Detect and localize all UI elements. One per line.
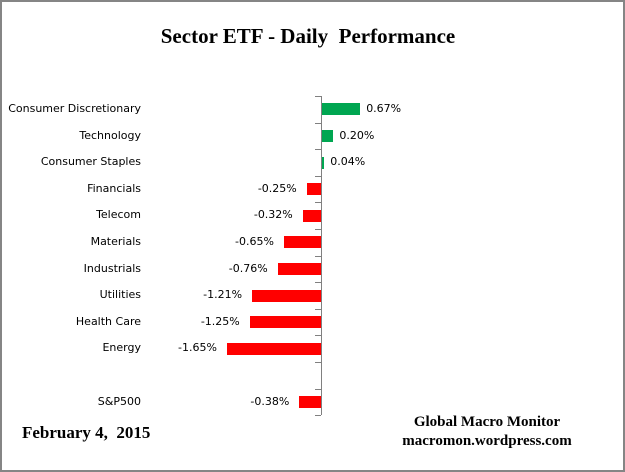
bar — [302, 209, 321, 222]
category-label: Materials — [90, 235, 141, 248]
bar — [249, 316, 321, 329]
value-label: -0.25% — [257, 181, 297, 195]
bar — [283, 236, 321, 249]
credit-line-2: macromon.wordpress.com — [402, 433, 572, 449]
bar — [277, 262, 321, 275]
credit-block: Global Macro Monitor macromon.wordpress.… — [402, 413, 571, 451]
bar — [252, 289, 321, 302]
tick-mark — [315, 282, 321, 284]
value-label: 0.67% — [366, 102, 402, 115]
bar — [299, 395, 321, 408]
bar — [322, 156, 325, 169]
category-label: Energy — [102, 341, 141, 355]
category-label: Health Care — [75, 314, 141, 328]
value-label: -0.38% — [250, 394, 290, 408]
value-label: -0.32% — [253, 208, 293, 222]
tick-mark — [315, 335, 321, 337]
bar — [226, 342, 321, 355]
tick-mark — [315, 255, 321, 257]
tick-mark — [315, 96, 321, 97]
value-label: -0.76% — [228, 261, 268, 275]
bar — [322, 129, 334, 142]
tick-mark — [315, 415, 321, 417]
category-label: Consumer Discretionary — [8, 102, 141, 115]
tick-mark — [315, 149, 321, 151]
category-label: Financials — [87, 181, 141, 195]
value-label: 0.04% — [330, 155, 366, 169]
category-label: Utilities — [99, 288, 141, 302]
chart-title: Sector ETF - Daily Performance — [160, 24, 456, 48]
category-label: S&P500 — [97, 394, 141, 408]
tick-mark — [315, 229, 321, 230]
credit-line-1: Global Macro Monitor — [413, 414, 561, 430]
tick-mark — [315, 362, 321, 363]
category-label: Technology — [79, 128, 141, 142]
tick-mark — [315, 388, 321, 390]
value-label: -0.65% — [235, 235, 274, 248]
value-label: -1.21% — [203, 288, 243, 302]
category-label: Industrials — [83, 261, 141, 275]
tick-mark — [315, 175, 321, 177]
category-label: Telecom — [96, 208, 141, 222]
value-label: -1.65% — [178, 341, 217, 355]
bar — [322, 103, 361, 116]
bar — [306, 183, 321, 196]
category-label: Consumer Staples — [40, 155, 141, 169]
tick-mark — [315, 122, 321, 124]
tick-mark — [315, 308, 321, 310]
tick-mark — [315, 202, 321, 204]
value-label: 0.20% — [339, 128, 375, 142]
value-label: -1.25% — [200, 314, 240, 328]
date-label: February 4, 2015 — [22, 423, 151, 442]
value-axis — [321, 96, 322, 416]
